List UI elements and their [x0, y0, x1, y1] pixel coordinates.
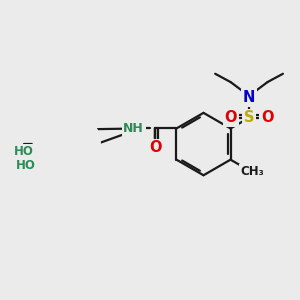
Text: HO: HO [14, 145, 34, 158]
Text: N: N [243, 90, 255, 105]
Text: HO: HO [16, 159, 36, 172]
Text: CH₃: CH₃ [241, 165, 265, 178]
Text: O: O [261, 110, 274, 125]
Text: NH: NH [123, 122, 144, 135]
Text: S: S [244, 110, 254, 125]
Text: O: O [149, 140, 161, 155]
Polygon shape [33, 110, 101, 178]
Text: O: O [224, 110, 237, 125]
